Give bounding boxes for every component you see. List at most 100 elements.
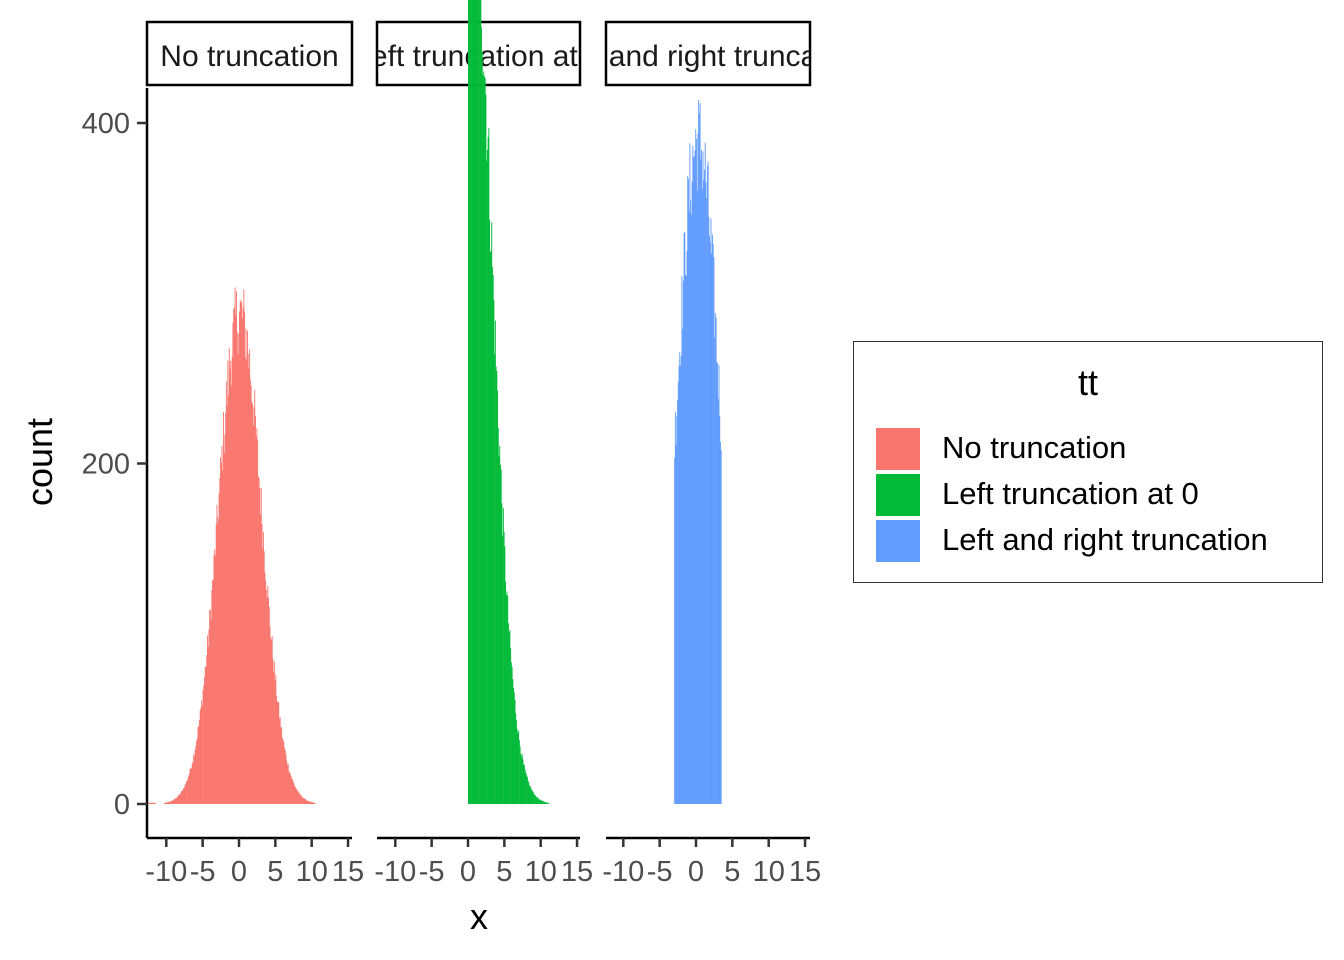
x-tick-label: -5 [647, 856, 673, 888]
histogram-bar [244, 311, 246, 804]
histogram-bar [701, 188, 703, 805]
histogram-bar [240, 299, 242, 804]
histogram-bar [220, 462, 222, 804]
x-tick-label: -10 [374, 856, 416, 888]
histogram-bar [194, 750, 196, 804]
histogram-bar [715, 317, 717, 804]
histogram-bar [243, 289, 245, 804]
histogram-bar [173, 799, 175, 804]
histogram-bar [533, 793, 535, 804]
histogram-bar [540, 800, 542, 804]
histogram-bar [184, 784, 186, 804]
histogram-bar [286, 760, 288, 804]
histogram-bar [174, 798, 176, 804]
histogram-bar [314, 802, 316, 804]
histogram-bar [278, 718, 280, 804]
histogram-bar [300, 795, 302, 804]
histogram-bar [313, 802, 315, 804]
histogram-bar [508, 632, 510, 804]
histogram-bar [308, 801, 310, 804]
histogram-bar [493, 299, 495, 804]
histogram-bars [674, 99, 722, 805]
y-tick-label: 200 [82, 449, 130, 481]
histogram-bar [296, 789, 298, 804]
histogram-bar [714, 313, 716, 804]
x-tick-label: -10 [145, 856, 187, 888]
histogram-bar [238, 333, 240, 804]
histogram-bar [709, 242, 711, 805]
histogram-bar [306, 800, 308, 804]
histogram-bar [468, 0, 469, 805]
histogram-bar [206, 655, 208, 804]
histogram-bar [510, 648, 512, 804]
histogram-bar [182, 790, 184, 804]
legend-swatch-blue [876, 520, 920, 562]
histogram-bar [311, 802, 313, 804]
histogram-bar [168, 801, 170, 804]
histogram-bar [489, 219, 491, 804]
histogram-bar [690, 200, 692, 805]
histogram-bar [241, 318, 243, 804]
histogram-bar [226, 405, 228, 804]
histogram-bar [709, 235, 711, 804]
histogram-bar [312, 802, 314, 804]
x-tick-label: 5 [724, 856, 740, 888]
histogram-bar [537, 797, 538, 804]
histogram-bar [307, 800, 309, 804]
histogram-bar [294, 787, 296, 804]
histogram-bar [535, 796, 537, 804]
histogram-bar [259, 487, 261, 804]
histogram-bar [212, 579, 214, 804]
histogram-bar [537, 798, 539, 804]
histogram-bar [231, 356, 233, 804]
histogram-bar [232, 322, 234, 804]
histogram-bar [682, 280, 684, 804]
histogram-bar [486, 149, 488, 804]
y-axis-title: count [19, 418, 60, 506]
histogram-bar [297, 791, 299, 804]
histogram-bar [276, 695, 278, 804]
histogram-bar [502, 535, 504, 804]
histogram-bar [513, 692, 515, 804]
histogram-bar [476, 0, 478, 805]
histogram-bar [234, 287, 236, 804]
histogram-bar [172, 800, 174, 804]
histogram-bar [233, 309, 235, 804]
histogram-bar [518, 739, 520, 804]
histogram-bar [305, 799, 307, 804]
histogram-bar [680, 365, 681, 804]
histogram-bar [229, 368, 231, 804]
histogram-bar [529, 786, 530, 804]
histogram-bar [506, 591, 508, 804]
histogram-bar [497, 390, 499, 804]
histogram-bar [175, 798, 176, 804]
histogram-bars [148, 287, 316, 804]
histogram-bar [503, 531, 505, 804]
histogram-bar [505, 595, 507, 804]
histogram-bar [300, 795, 301, 804]
histogram-bar [475, 0, 477, 804]
histogram-bar [153, 802, 155, 804]
histogram-bar [231, 385, 232, 804]
histogram-bar [154, 802, 156, 804]
histogram-bar [199, 710, 201, 804]
histogram-bar [302, 797, 304, 804]
histogram-bar [685, 274, 687, 804]
histogram-bar [205, 667, 207, 804]
histogram-bar [283, 741, 285, 804]
histogram-bar [509, 629, 511, 804]
histogram-bar [271, 636, 273, 804]
histogram-bar [310, 802, 312, 804]
histogram-bar [170, 801, 172, 804]
histogram-bar [687, 175, 689, 805]
histogram-bar [701, 149, 703, 804]
histogram-bar [510, 662, 512, 804]
histogram-bar [684, 231, 686, 804]
histogram-bar [507, 595, 509, 804]
histogram-bar [190, 768, 192, 804]
histogram-bar [491, 222, 493, 805]
histogram-bar [151, 802, 152, 804]
histogram-bar [523, 765, 525, 804]
histogram-bar [187, 778, 189, 804]
